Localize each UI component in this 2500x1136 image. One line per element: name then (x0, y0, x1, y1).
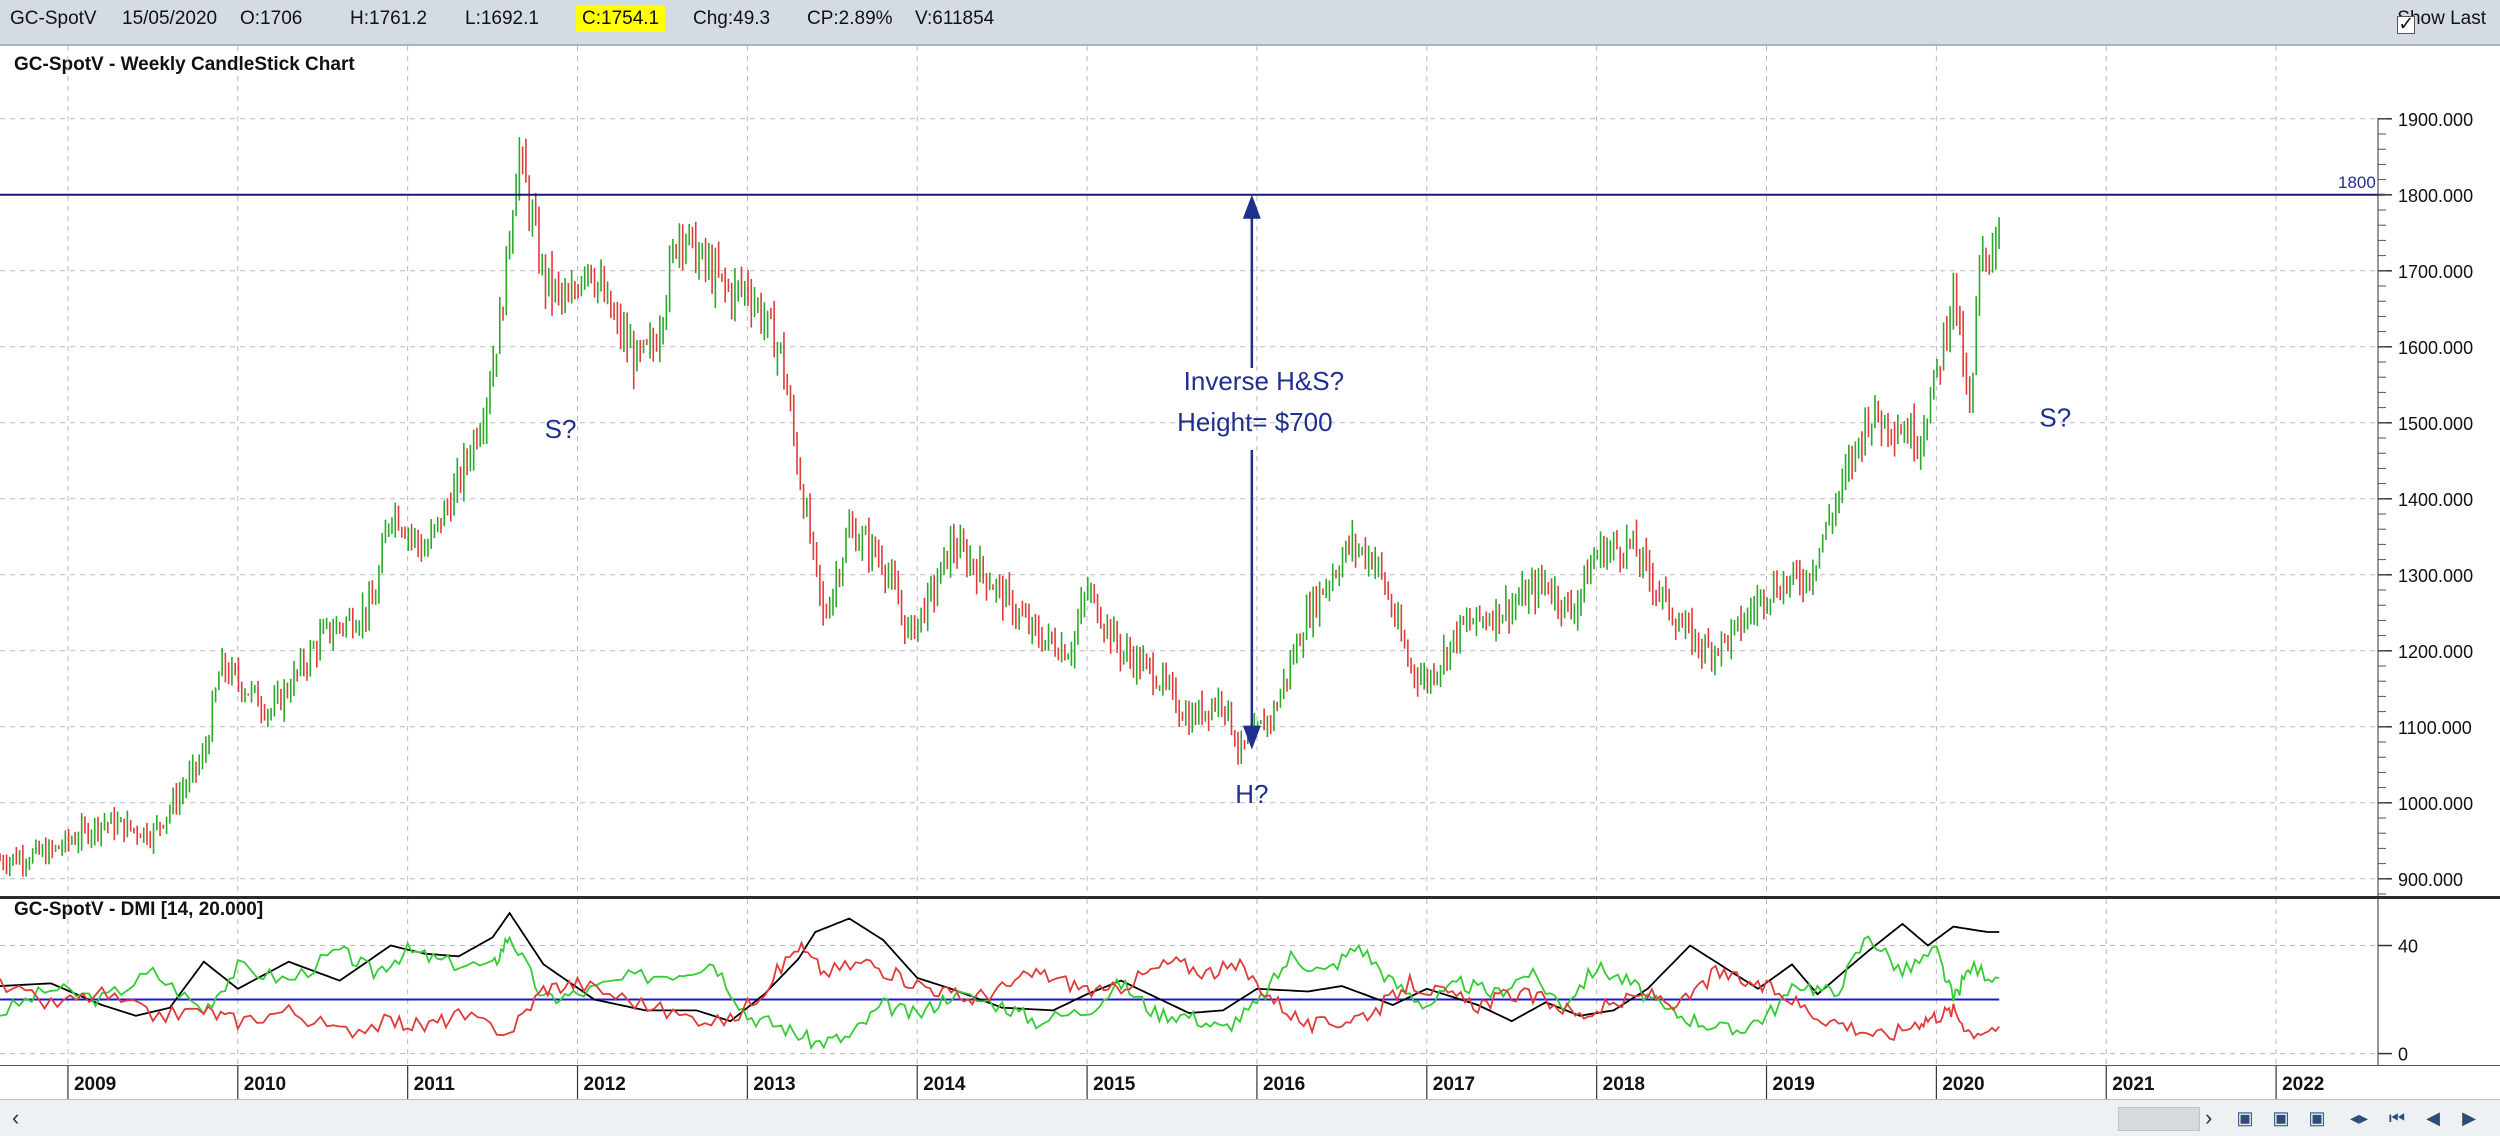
price-chart[interactable]: 1800 Inverse H&S? Height= $700 S? H? S? 900.0… (0, 46, 2500, 896)
dmi-panel-title: GC-SpotV - DMI [14, 20.000] (14, 899, 264, 920)
open-value: O:1706 (240, 8, 303, 29)
price-tick-label: 1700.000 (2398, 262, 2473, 282)
date-tick-label: 2015 (1093, 1074, 1136, 1095)
date-tick-label: 2014 (923, 1074, 966, 1095)
pattern-label: Inverse H&S? (1184, 366, 1344, 396)
close-value: C:1754.1 (576, 6, 666, 32)
date-tick-label: 2010 (244, 1074, 286, 1095)
price-tick-label: 900.000 (2398, 870, 2463, 890)
price-tick-label: 1800.000 (2398, 186, 2473, 206)
date-tick-label: 2012 (584, 1074, 626, 1095)
date-tick-label: 2022 (2282, 1074, 2324, 1095)
price-tick-label: 1200.000 (2398, 642, 2473, 662)
date-tick-label: 2016 (1263, 1074, 1305, 1095)
height-label: Height= $700 (1177, 407, 1332, 437)
dmi-tick-label: 0 (2398, 1045, 2408, 1065)
minus-di-line (0, 940, 2000, 1042)
panel-divider[interactable] (0, 896, 2500, 899)
dmi-chart[interactable]: 0 40 (0, 899, 2500, 1065)
date-axis: 2009 2010 2011 2012 2013 2014 2015 2016 2017 2018… (0, 1065, 2500, 1100)
scrollbar-thumb[interactable] (2118, 1107, 2200, 1131)
date-tick-label: 2020 (1942, 1074, 1984, 1095)
high-value: H:1761.2 (350, 8, 428, 29)
price-panel-title: GC-SpotV - Weekly CandleStick Chart (14, 54, 355, 75)
show-last-label: Show Last (2397, 8, 2486, 29)
scroll-left-icon[interactable]: ‹ (12, 1105, 20, 1130)
step-forward-icon[interactable]: ▶ (2462, 1108, 2476, 1128)
date-axis-svg: 2009 2010 2011 2012 2013 2014 2015 2016 2017 2018… (67, 1066, 2324, 1100)
price-tick-label: 1600.000 (2398, 338, 2473, 358)
show-last-checkbox[interactable]: ✓ (2397, 14, 2416, 35)
change-pct-value: CP:2.89% (807, 8, 893, 29)
change-value: Chg:49.3 (693, 8, 771, 29)
zoom-out-icon[interactable]: ▣ (2272, 1108, 2290, 1128)
low-value: L:1692.1 (465, 8, 539, 29)
date-tick-label: 2011 (414, 1074, 456, 1095)
plus-di-line (0, 935, 2000, 1051)
price-tick-label: 1300.000 (2398, 566, 2473, 586)
bottom-toolbar: ‹ › ▣ ▣ ▣ ◂▸ ⏮ ◀ ▶ (0, 1099, 2500, 1136)
resistance-label: 1800 (2338, 173, 2376, 192)
date-tick-label: 2013 (753, 1074, 795, 1095)
zoom-in-icon[interactable]: ▣ (2236, 1108, 2254, 1128)
price-tick-label: 1100.000 (2398, 718, 2472, 738)
show-last-toggle[interactable]: ✓ Show Last (2397, 8, 2486, 34)
step-back-icon[interactable]: ◀ (2426, 1108, 2440, 1128)
price-tick-label: 1400.000 (2398, 490, 2473, 510)
date-tick-label: 2019 (1773, 1074, 1815, 1095)
date-tick-label: 2017 (1433, 1074, 1475, 1095)
zoom-fit-icon[interactable]: ▣ (2308, 1108, 2326, 1128)
date-tick-label: 2021 (2112, 1074, 2155, 1095)
volume-value: V:611854 (915, 8, 995, 29)
pan-both-icon[interactable]: ◂▸ (2349, 1108, 2369, 1128)
head-label: H? (1235, 779, 1268, 809)
symbol-label: GC-SpotV (10, 8, 97, 29)
date-tick-label: 2018 (1603, 1074, 1645, 1095)
quote-date: 15/05/2020 (122, 8, 218, 29)
right-shoulder-label: S? (2039, 403, 2071, 433)
go-start-icon[interactable]: ⏮ (2388, 1108, 2406, 1128)
date-tick-label: 2009 (74, 1074, 116, 1095)
arrow-down-icon (1242, 725, 1261, 750)
scroll-right-icon[interactable]: › (2205, 1105, 2213, 1130)
price-panel[interactable]: GC-SpotV - Weekly CandleStick Chart 1800… (0, 46, 2500, 896)
arrow-up-icon (1242, 194, 1261, 219)
price-tick-label: 1000.000 (2398, 794, 2473, 814)
dmi-panel[interactable]: GC-SpotV - DMI [14, 20.000] 0 40 (0, 899, 2500, 1065)
quote-bar: GC-SpotV 15/05/2020 O:1706 H:1761.2 L:16… (0, 0, 2500, 46)
dmi-tick-label: 40 (2398, 937, 2418, 957)
price-tick-label: 1900.000 (2398, 110, 2473, 130)
left-shoulder-label: S? (545, 414, 577, 444)
price-tick-label: 1500.000 (2398, 414, 2473, 434)
